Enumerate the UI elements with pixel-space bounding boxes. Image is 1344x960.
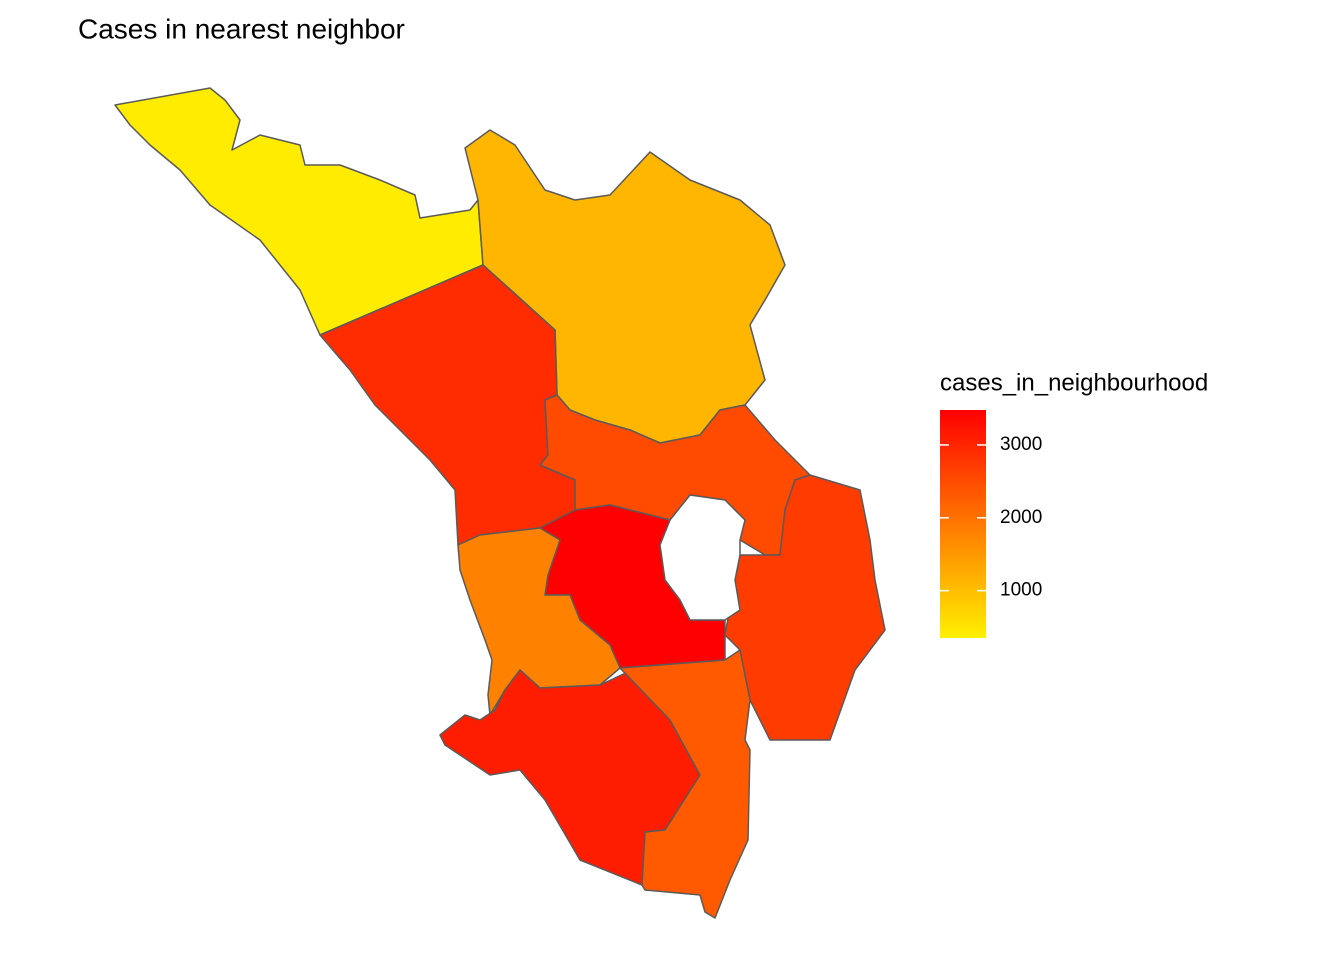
legend-title: cases_in_neighbourhood <box>940 369 1208 396</box>
legend-colorbar <box>940 410 986 638</box>
legend-tick-label: 1000 <box>1000 580 1042 601</box>
region <box>619 649 751 919</box>
regions <box>114 87 886 919</box>
region <box>114 87 484 336</box>
legend-tick-label: 2000 <box>1000 507 1042 528</box>
no-data-region <box>659 494 746 621</box>
legend-tick-label: 3000 <box>1000 434 1042 455</box>
map-title: Cases in nearest neighbor <box>78 13 405 44</box>
